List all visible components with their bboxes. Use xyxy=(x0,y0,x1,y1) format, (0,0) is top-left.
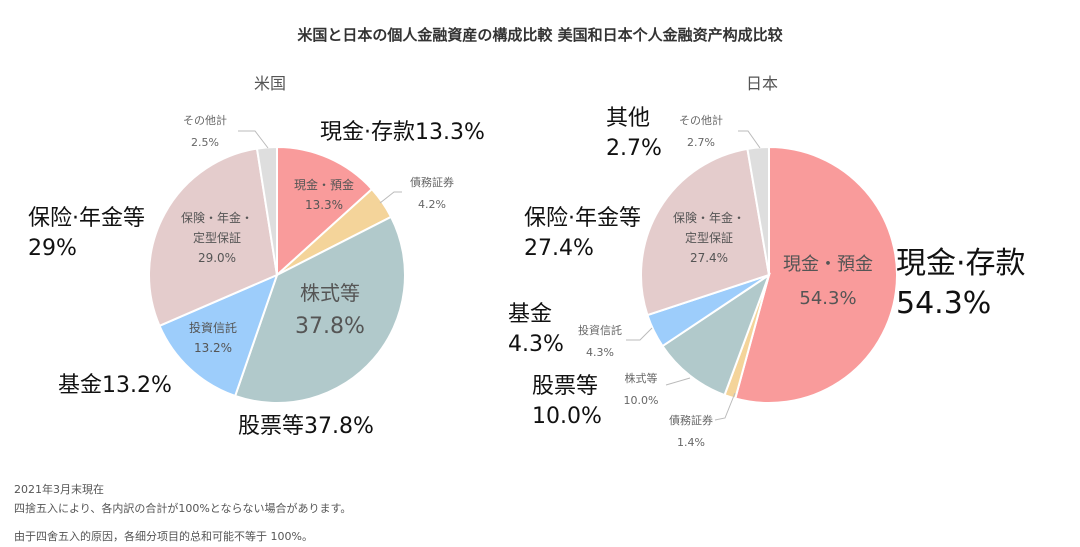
jp-slice-insurance xyxy=(640,147,771,317)
jp-label-stocks-value: 10.0% xyxy=(623,394,659,407)
jp-leader-debt xyxy=(714,392,736,421)
us-label-stocks-value: 37.8% xyxy=(295,314,365,339)
jp-label-other-value: 2.7% xyxy=(687,136,715,149)
jp-chart-title: 日本 xyxy=(746,74,779,93)
us-label-other-name: その他計 xyxy=(183,114,227,127)
jp-label-funds-value: 4.3% xyxy=(586,346,614,359)
us-cn-label-insurance: 保险·年金等 29% xyxy=(28,204,145,264)
jp-cn-label-funds-value: 4.3% xyxy=(508,332,564,357)
jp-cn-label-stocks: 股票等 10.0% xyxy=(532,372,602,432)
us-cn-label-cash: 現金·存款13.3% xyxy=(320,120,485,145)
us-label-funds: 投資信託 13.2% xyxy=(165,318,261,358)
jp-pie-chart xyxy=(640,145,898,404)
us-label-insurance-name2: 定型保証 xyxy=(192,231,241,245)
us-label-stocks: 株式等 37.8% xyxy=(275,276,385,344)
jp-cn-label-cash-name: 現金·存款 xyxy=(896,246,1026,281)
jp-label-cash-value: 54.3% xyxy=(799,288,857,309)
jp-cn-label-cash-value: 54.3% xyxy=(896,286,992,321)
jp-label-debt-value: 1.4% xyxy=(677,436,705,449)
jp-cn-label-other-value: 2.7% xyxy=(606,136,662,161)
us-cn-label-funds: 基金13.2% xyxy=(58,373,172,398)
us-label-debt: 債務証券 4.2% xyxy=(398,172,466,216)
jp-cn-label-other-name: 其他 xyxy=(606,106,651,131)
us-slice-funds xyxy=(158,273,279,398)
us-cn-label-insurance-value: 29% xyxy=(28,236,77,261)
jp-label-other: その他計 2.7% xyxy=(664,110,738,154)
jp-label-stocks-name: 株式等 xyxy=(624,372,658,385)
jp-cn-label-insurance: 保险·年金等 27.4% xyxy=(524,204,641,264)
us-label-debt-name: 債務証券 xyxy=(410,176,454,189)
jp-cn-label-insurance-name: 保险·年金等 xyxy=(524,206,641,231)
jp-slice-cash xyxy=(734,145,898,404)
us-label-insurance-value: 29.0% xyxy=(197,251,237,265)
us-label-cash-name: 現金・預金 xyxy=(293,178,354,192)
jp-slice-other xyxy=(746,145,770,276)
jp-cn-label-stocks-name: 股票等 xyxy=(532,374,599,399)
jp-label-debt-name: 債務証券 xyxy=(669,414,713,427)
jp-cn-label-stocks-value: 10.0% xyxy=(532,404,602,429)
jp-leader-funds xyxy=(626,327,653,341)
us-label-stocks-name: 株式等 xyxy=(300,281,360,305)
jp-label-stocks: 株式等 10.0% xyxy=(612,368,670,412)
us-cn-label-insurance-name: 保险·年金等 xyxy=(28,206,145,231)
jp-label-funds-name: 投資信託 xyxy=(578,324,622,337)
footnote-date: 2021年3月末現在 xyxy=(14,483,104,496)
jp-cn-label-other: 其他 2.7% xyxy=(606,104,662,164)
jp-label-cash: 現金・預金 54.3% xyxy=(768,248,888,316)
jp-slice-stocks xyxy=(661,272,772,397)
us-leader-other xyxy=(238,130,269,149)
us-label-cash: 現金・預金 13.3% xyxy=(274,175,374,215)
jp-label-debt: 債務証券 1.4% xyxy=(656,410,726,454)
jp-cn-label-insurance-value: 27.4% xyxy=(524,236,594,261)
us-leader-debt xyxy=(379,191,402,204)
chart-title: 米国と日本の個人金融資産の構成比較 美国和日本个人金融资产构成比较 xyxy=(297,26,783,44)
jp-leader-other xyxy=(738,130,761,149)
jp-leader-stocks xyxy=(665,377,691,386)
us-cn-label-stocks: 股票等37.8% xyxy=(238,414,374,439)
jp-cn-label-cash: 現金·存款 54.3% xyxy=(896,244,1026,324)
us-label-insurance-name1: 保険・年金・ xyxy=(180,211,253,225)
us-pie-chart xyxy=(148,145,406,404)
us-label-cash-value: 13.3% xyxy=(304,198,344,212)
us-label-funds-value: 13.2% xyxy=(193,341,233,355)
footnote-cn: 由于四舍五入的原因，各细分项目的总和可能不等于 100%。 xyxy=(14,530,313,543)
jp-label-funds: 投資信託 4.3% xyxy=(566,320,634,364)
us-chart-title: 米国 xyxy=(254,74,287,93)
jp-label-cash-name: 現金・預金 xyxy=(783,254,873,275)
us-label-other-value: 2.5% xyxy=(191,136,219,149)
jp-label-insurance-name2: 定型保証 xyxy=(684,231,733,245)
us-label-funds-name: 投資信託 xyxy=(188,321,237,335)
us-slice-stocks xyxy=(233,215,406,404)
jp-cn-label-funds: 基金 4.3% xyxy=(508,300,564,360)
us-label-insurance: 保険・年金・ 定型保証 29.0% xyxy=(162,208,272,268)
jp-label-insurance-name1: 保険・年金・ xyxy=(672,211,745,225)
us-label-debt-value: 4.2% xyxy=(418,198,446,211)
us-label-other: その他計 2.5% xyxy=(170,110,240,154)
us-slice-insurance xyxy=(148,147,279,328)
jp-cn-label-funds-name: 基金 xyxy=(508,302,553,327)
jp-label-insurance-value: 27.4% xyxy=(689,251,729,265)
footnote-jp: 四捨五入により、各内訳の合計が100%とならない場合があります。 xyxy=(14,502,352,515)
us-slice-cash xyxy=(276,145,374,278)
jp-label-other-name: その他計 xyxy=(679,114,723,127)
jp-label-insurance: 保険・年金・ 定型保証 27.4% xyxy=(654,208,764,268)
